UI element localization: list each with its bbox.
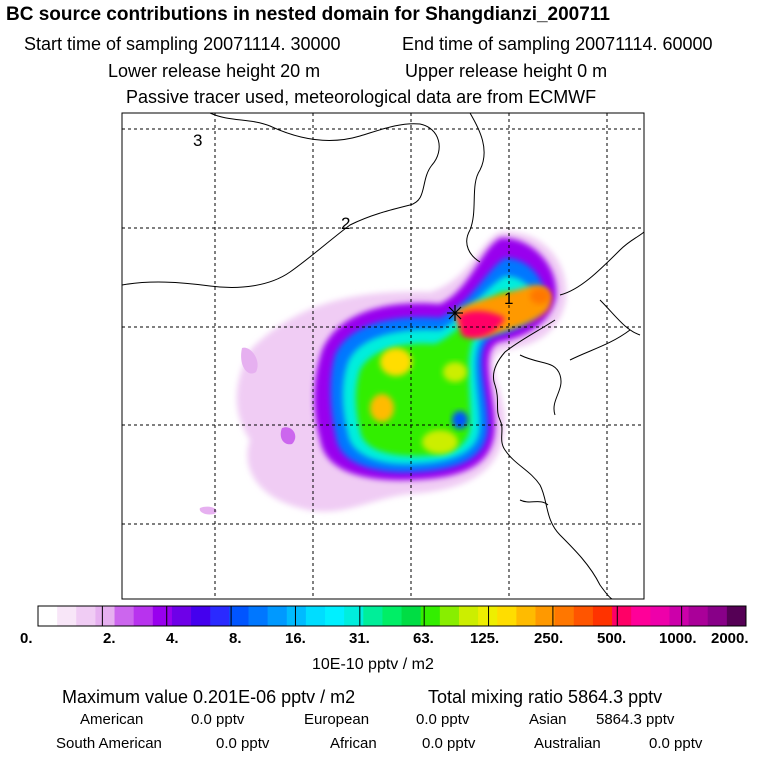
colorbar-tick: 0.	[20, 630, 33, 647]
colorbar-segment	[439, 606, 460, 626]
marker-3-label: 3	[193, 131, 203, 150]
field-low-center	[452, 411, 468, 429]
upper-release-label: Upper release height 0 m	[405, 61, 608, 81]
colorbar-segment	[401, 606, 422, 626]
max-value-label: Maximum value 0.201E-06 pptv / m2	[62, 687, 356, 707]
source-value: 0.0 pptv	[422, 735, 476, 752]
colorbar-segment	[38, 606, 58, 626]
concentration-field	[199, 231, 567, 515]
source-value: 0.0 pptv	[191, 711, 245, 728]
colorbar-tick: 2000.	[711, 630, 749, 647]
lower-release-label: Lower release height 20 m	[108, 61, 321, 81]
grid-lines	[122, 113, 644, 599]
field-peak-northeast	[530, 288, 550, 304]
end-time-label: End time of sampling 20071114. 60000	[402, 34, 713, 54]
field-blob-west	[241, 347, 258, 374]
colorbar-tick: 2.	[103, 630, 116, 647]
colorbar-segment	[478, 606, 498, 626]
source-value: 0.0 pptv	[649, 735, 703, 752]
colorbar-segment	[554, 606, 575, 626]
colorbar-segment	[95, 606, 116, 626]
colorbar-segment	[133, 606, 154, 626]
marker-1-label: 1	[504, 289, 514, 308]
source-value: 5864.3 pptv	[596, 711, 675, 728]
field-peak-west	[370, 394, 394, 422]
source-name: Australian	[534, 735, 601, 752]
colorbar-segment	[592, 606, 613, 626]
colorbar-segment	[171, 606, 192, 626]
field-blob-southwest	[280, 427, 296, 445]
source-name: South American	[56, 735, 162, 752]
colorbar-tick: 16.	[285, 630, 306, 647]
colorbar-segment	[535, 606, 556, 626]
colorbar-unit: 10E-10 pptv / m2	[312, 656, 434, 673]
colorbar-segment	[229, 606, 249, 626]
receptor-marker	[447, 305, 463, 321]
colorbar-segment	[688, 606, 709, 626]
colorbar	[37, 605, 747, 627]
field-peak-north	[380, 348, 412, 376]
colorbar-segment	[516, 606, 537, 626]
colorbar-tick: 63.	[413, 630, 434, 647]
field-peak-east	[443, 362, 467, 382]
marker-2-label: 2	[341, 214, 351, 233]
colorbar-segment	[267, 606, 288, 626]
colorbar-tick: 1000.	[659, 630, 697, 647]
source-name: Asian	[529, 711, 567, 728]
colorbar-segment	[573, 606, 594, 626]
colorbar-segment	[248, 606, 269, 626]
tracer-note: Passive tracer used, meteorological data…	[126, 87, 597, 107]
total-mixing-label: Total mixing ratio 5864.3 pptv	[428, 687, 663, 707]
colorbar-segment	[344, 606, 364, 626]
colorbar-segment	[114, 606, 135, 626]
field-blob-far-southwest	[199, 506, 217, 515]
colorbar-segment	[363, 606, 383, 626]
source-name: American	[80, 711, 144, 728]
source-name: African	[330, 735, 377, 752]
colorbar-tick: 4.	[166, 630, 179, 647]
colorbar-tick: 8.	[229, 630, 242, 647]
colorbar-segment	[707, 606, 728, 626]
map-border	[121, 112, 645, 600]
colorbar-tick: 31.	[349, 630, 370, 647]
colorbar-segment	[631, 606, 651, 626]
colorbar-segment	[325, 606, 345, 626]
field-layer-green	[355, 292, 525, 456]
source-name: European	[304, 711, 370, 728]
colorbar-segment	[420, 606, 441, 626]
page-title: BC source contributions in nested domain…	[6, 4, 610, 25]
colorbar-border	[37, 605, 747, 627]
colorbar-tick: 125.	[470, 630, 500, 647]
colorbar-segment	[497, 606, 517, 626]
colorbar-segment	[57, 606, 77, 626]
colorbar-segment	[305, 606, 326, 626]
colorbar-segment	[286, 606, 307, 626]
colorbar-segment	[650, 606, 670, 626]
start-time-label: Start time of sampling 20071114. 30000	[24, 34, 341, 54]
field-max-receptor	[458, 310, 505, 338]
colorbar-segment	[612, 606, 632, 626]
colorbar-segment	[76, 606, 96, 626]
colorbar-tick: 500.	[597, 630, 627, 647]
source-value: 0.0 pptv	[216, 735, 270, 752]
colorbar-segment	[669, 606, 690, 626]
colorbar-tick: 250.	[534, 630, 564, 647]
colorbar-segment	[210, 606, 230, 626]
colorbar-segment	[726, 606, 747, 626]
source-value: 0.0 pptv	[416, 711, 470, 728]
colorbar-segment	[191, 606, 211, 626]
field-peak-south	[422, 430, 458, 454]
colorbar-segment	[458, 606, 479, 626]
coastlines	[122, 113, 644, 599]
colorbar-segment	[382, 606, 403, 626]
colorbar-segment	[152, 606, 173, 626]
